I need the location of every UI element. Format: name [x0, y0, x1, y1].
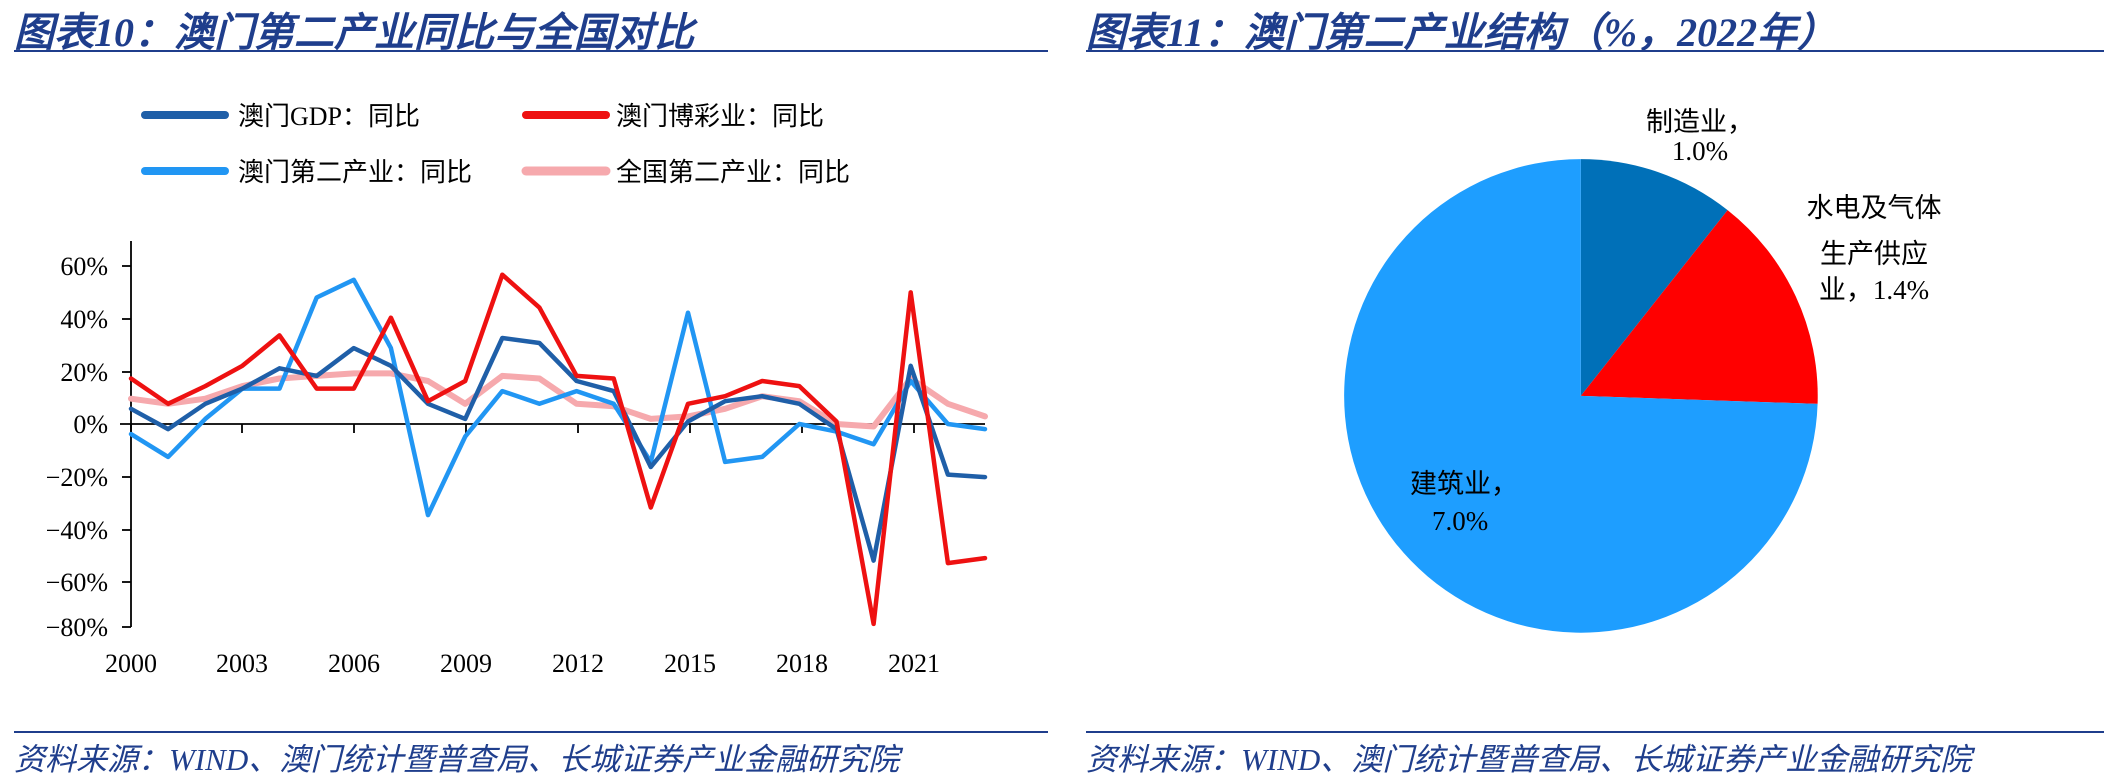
svg-text:澳门博彩业：同比: 澳门博彩业：同比 — [616, 102, 824, 131]
svg-text:−60%: −60% — [46, 568, 108, 597]
svg-text:−20%: −20% — [46, 463, 108, 492]
svg-text:60%: 60% — [60, 252, 108, 281]
svg-text:建筑业，: 建筑业， — [1410, 469, 1518, 499]
svg-text:0%: 0% — [73, 410, 108, 439]
svg-text:2015: 2015 — [664, 649, 716, 678]
svg-text:生产供应: 生产供应 — [1820, 239, 1928, 269]
svg-text:7.0%: 7.0% — [1432, 506, 1488, 536]
svg-text:20%: 20% — [60, 358, 108, 387]
svg-text:业，1.4%: 业，1.4% — [1819, 275, 1929, 305]
svg-text:2006: 2006 — [328, 649, 380, 678]
svg-text:2009: 2009 — [440, 649, 492, 678]
svg-text:2021: 2021 — [888, 649, 940, 678]
svg-text:2003: 2003 — [216, 649, 268, 678]
svg-text:2018: 2018 — [776, 649, 828, 678]
svg-text:水电及气体: 水电及气体 — [1807, 193, 1942, 223]
svg-text:全国第二产业：同比: 全国第二产业：同比 — [616, 158, 850, 187]
svg-text:1.0%: 1.0% — [1672, 136, 1728, 166]
svg-text:40%: 40% — [60, 305, 108, 334]
svg-text:2000: 2000 — [105, 649, 157, 678]
svg-text:澳门第二产业：同比: 澳门第二产业：同比 — [238, 158, 472, 187]
svg-text:−80%: −80% — [46, 613, 108, 642]
svg-text:制造业，: 制造业， — [1646, 107, 1754, 137]
svg-text:2012: 2012 — [552, 649, 604, 678]
svg-text:−40%: −40% — [46, 516, 108, 545]
svg-text:澳门GDP：同比: 澳门GDP：同比 — [238, 102, 420, 131]
